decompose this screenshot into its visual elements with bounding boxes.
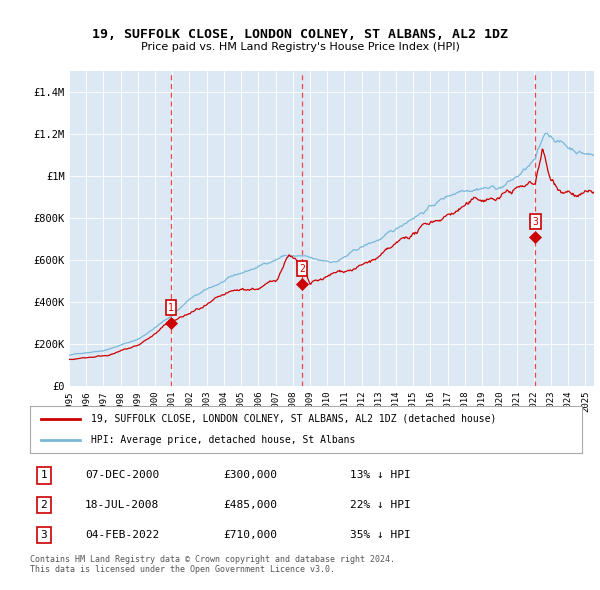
Text: £710,000: £710,000 — [223, 530, 277, 540]
Text: £300,000: £300,000 — [223, 470, 277, 480]
Text: HPI: Average price, detached house, St Albans: HPI: Average price, detached house, St A… — [91, 435, 355, 445]
Text: 1: 1 — [40, 470, 47, 480]
Text: 2: 2 — [299, 264, 305, 274]
Text: Contains HM Land Registry data © Crown copyright and database right 2024.
This d: Contains HM Land Registry data © Crown c… — [30, 555, 395, 574]
Text: 19, SUFFOLK CLOSE, LONDON COLNEY, ST ALBANS, AL2 1DZ: 19, SUFFOLK CLOSE, LONDON COLNEY, ST ALB… — [92, 28, 508, 41]
Text: 3: 3 — [532, 217, 538, 227]
Text: 2: 2 — [40, 500, 47, 510]
Text: 35% ↓ HPI: 35% ↓ HPI — [350, 530, 411, 540]
Text: 13% ↓ HPI: 13% ↓ HPI — [350, 470, 411, 480]
Text: 18-JUL-2008: 18-JUL-2008 — [85, 500, 160, 510]
Text: 1: 1 — [168, 303, 174, 313]
Text: 3: 3 — [40, 530, 47, 540]
Text: 22% ↓ HPI: 22% ↓ HPI — [350, 500, 411, 510]
Text: Price paid vs. HM Land Registry's House Price Index (HPI): Price paid vs. HM Land Registry's House … — [140, 42, 460, 53]
Text: 04-FEB-2022: 04-FEB-2022 — [85, 530, 160, 540]
Text: 07-DEC-2000: 07-DEC-2000 — [85, 470, 160, 480]
Text: £485,000: £485,000 — [223, 500, 277, 510]
Text: 19, SUFFOLK CLOSE, LONDON COLNEY, ST ALBANS, AL2 1DZ (detached house): 19, SUFFOLK CLOSE, LONDON COLNEY, ST ALB… — [91, 414, 496, 424]
